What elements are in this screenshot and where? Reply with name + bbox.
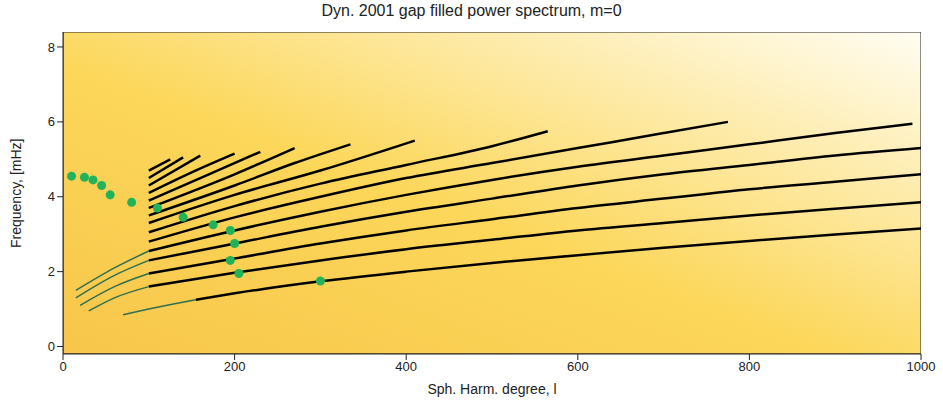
svg-text:6: 6 xyxy=(48,114,55,129)
svg-text:0: 0 xyxy=(59,359,66,374)
svg-text:4: 4 xyxy=(48,189,55,204)
svg-text:600: 600 xyxy=(567,359,589,374)
svg-text:2: 2 xyxy=(48,264,55,279)
svg-text:Sph. Harm. degree, l: Sph. Harm. degree, l xyxy=(427,381,556,397)
svg-text:400: 400 xyxy=(395,359,417,374)
html-text:Dyn. 2001 gap filled power spe: Dyn. 2001 gap filled power spectrum, m=0 xyxy=(321,2,622,19)
svg-text:1000: 1000 xyxy=(907,359,936,374)
svg-text:8: 8 xyxy=(48,40,55,55)
svg-text:Frequency, [mHz]: Frequency, [mHz] xyxy=(8,139,24,248)
svg-text:200: 200 xyxy=(224,359,246,374)
svg-text:800: 800 xyxy=(739,359,761,374)
svg-text:0: 0 xyxy=(48,339,55,354)
